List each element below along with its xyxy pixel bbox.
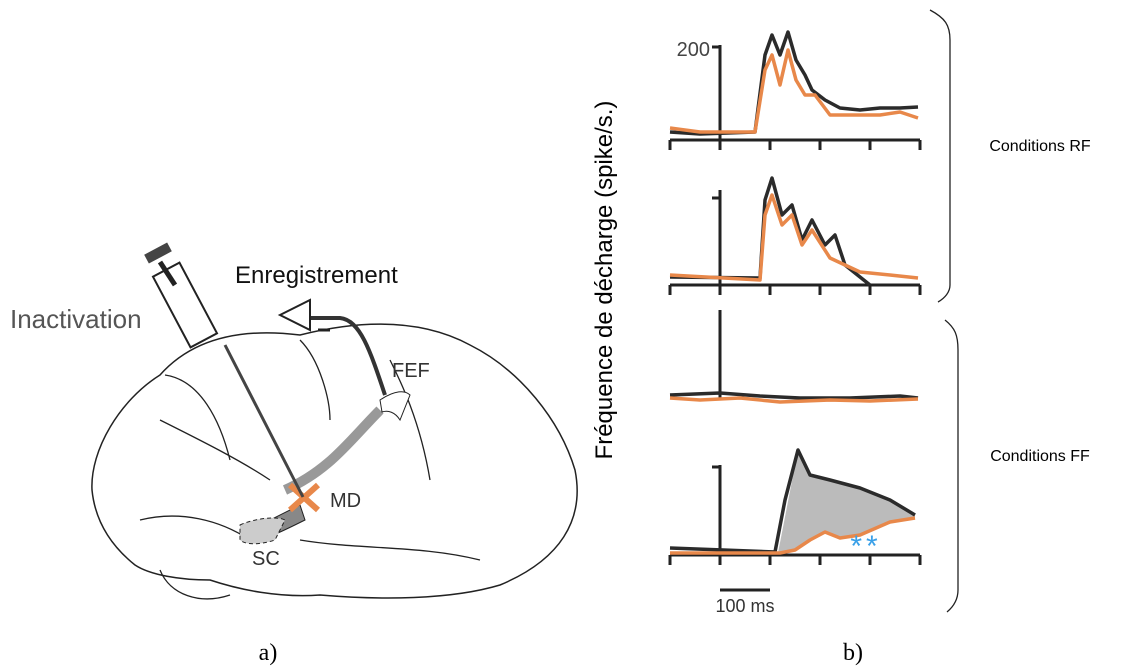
bracket-ff bbox=[944, 319, 959, 613]
label-fef: FEF bbox=[392, 360, 430, 382]
brain-drawing bbox=[91, 242, 578, 600]
traces bbox=[668, 30, 922, 592]
label-inactivation: Inactivation bbox=[10, 304, 142, 334]
significance-marker: ** bbox=[850, 530, 881, 563]
label-md: MD bbox=[330, 490, 361, 512]
bracket-rf bbox=[929, 9, 951, 303]
y-tick-label: 200 bbox=[677, 39, 710, 61]
group-label: Conditions RF bbox=[989, 138, 1091, 155]
caption-a: a) bbox=[259, 640, 278, 666]
y-axis-label: Fréquence de décharge (spike/s.) bbox=[591, 101, 618, 460]
caption-b: b) bbox=[843, 640, 863, 666]
label-recording: Enregistrement bbox=[235, 262, 398, 289]
group-label: Conditions FF bbox=[990, 448, 1090, 465]
scale-bar-label: 100 ms bbox=[715, 596, 774, 616]
label-sc: SC bbox=[252, 548, 280, 570]
